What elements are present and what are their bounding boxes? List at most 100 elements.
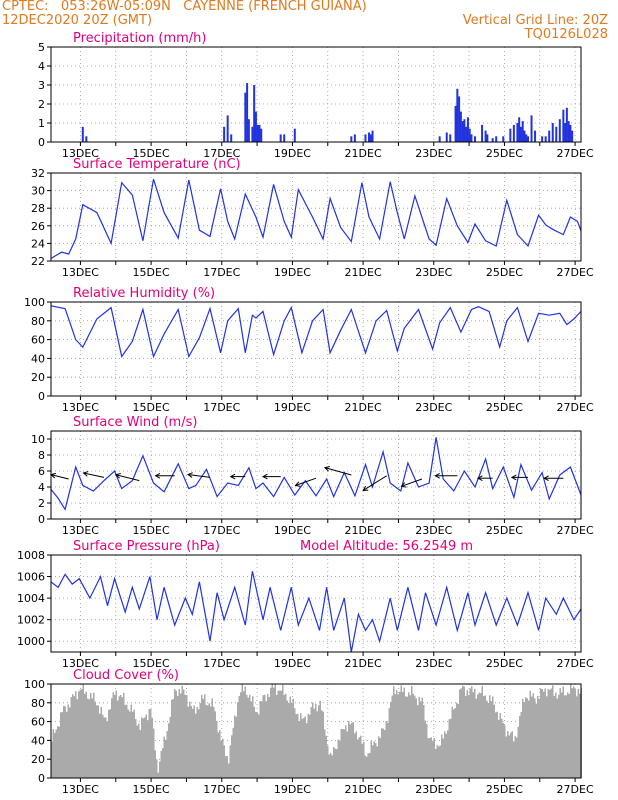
cloud-bar <box>106 721 108 778</box>
cloud-bar <box>309 714 311 778</box>
cloud-bar <box>127 709 129 778</box>
precip-bar <box>509 128 512 142</box>
precip-bar <box>558 119 561 142</box>
cloud-bar <box>445 733 447 778</box>
cloud-bar <box>484 695 486 778</box>
cloud-bar <box>109 709 111 778</box>
cloud-bar <box>319 700 321 778</box>
cloud-bar <box>51 741 53 778</box>
cloud-bar <box>396 690 398 778</box>
cloud-bar <box>169 716 171 778</box>
wind-arrow-head <box>362 485 369 492</box>
y-tick-label: 24 <box>31 237 45 250</box>
precip-bar <box>445 132 448 142</box>
y-tick-label: 40 <box>31 734 45 747</box>
precip-bar <box>223 126 226 142</box>
x-tick-label: 19DEC <box>274 147 311 160</box>
cloud-bar <box>451 706 453 778</box>
cloud-bar <box>117 700 119 778</box>
cloud-bar <box>94 701 96 778</box>
cloud-bar <box>378 736 380 778</box>
cloud-bar <box>99 713 101 778</box>
cloud-bar <box>264 694 266 778</box>
precip-bar <box>438 136 441 142</box>
x-tick-label: 17DEC <box>203 657 240 670</box>
cloud-bar <box>160 750 162 778</box>
cloud-bar <box>79 689 81 778</box>
cloud-bar <box>196 707 198 778</box>
wind-arrow-head <box>50 472 57 479</box>
x-tick-label: 23DEC <box>415 524 452 537</box>
x-tick-label: 25DEC <box>486 147 523 160</box>
x-tick-label: 19DEC <box>274 657 311 670</box>
cloud-bar <box>442 738 444 778</box>
cloud-bar <box>546 696 548 778</box>
cloud-bar <box>379 738 381 778</box>
precip-bar <box>466 117 469 142</box>
y-tick-label: 80 <box>31 697 45 710</box>
precip-bar <box>454 105 457 142</box>
cloud-bar <box>270 687 272 778</box>
precip-bar <box>226 115 229 142</box>
precip-bar <box>246 83 249 142</box>
cloud-bar <box>243 691 245 778</box>
cloud-bar <box>444 731 446 778</box>
x-tick-label: 17DEC <box>203 783 240 796</box>
cloud-bar <box>565 695 567 778</box>
precip-bar <box>260 128 263 142</box>
cloud-bar <box>438 746 440 778</box>
panel-frame <box>50 46 582 143</box>
cloud-bar <box>448 719 450 778</box>
cloud-bar <box>115 690 117 778</box>
cloud-bar <box>190 706 192 778</box>
x-tick-label: 17DEC <box>203 147 240 160</box>
cloud-bar <box>58 726 60 778</box>
x-tick-label: 27DEC <box>557 524 594 537</box>
cloud-bar <box>313 708 315 778</box>
cloud-bar <box>403 687 405 778</box>
cloud-bar <box>535 703 537 778</box>
cloud-bar <box>516 737 518 778</box>
x-tick-label: 23DEC <box>415 401 452 414</box>
cloud-bar <box>228 763 230 778</box>
y-tick-label: 0 <box>38 136 45 149</box>
y-tick-label: 1 <box>38 117 45 130</box>
precip-bar <box>258 124 261 142</box>
cloud-bar <box>523 702 525 778</box>
cloud-bar <box>465 695 467 778</box>
cloud-bar <box>72 694 74 778</box>
cloud-bar <box>405 696 407 778</box>
cloud-bar <box>517 726 519 778</box>
panel-frame <box>50 172 582 262</box>
x-tick-label: 27DEC <box>557 266 594 279</box>
cloud-bar <box>562 686 564 778</box>
cloud-bar <box>288 702 290 778</box>
cloud-bar <box>253 706 255 778</box>
y-tick-label: 1006 <box>17 571 45 584</box>
precip-bar <box>85 136 88 142</box>
cloud-bar <box>301 718 303 778</box>
cloud-bar <box>244 686 246 778</box>
x-tick-label: 21DEC <box>345 657 382 670</box>
cloud-bar <box>463 686 465 778</box>
cloud-bar <box>373 741 375 778</box>
cloud-bar <box>85 691 87 778</box>
cloud-bar <box>519 715 521 778</box>
cloud-bar <box>148 709 150 778</box>
cloud-bar <box>222 738 224 778</box>
cloud-bar <box>514 736 516 778</box>
x-tick-label: 15DEC <box>133 266 170 279</box>
cloud-bar <box>318 705 320 778</box>
precip-bar <box>569 124 572 142</box>
cloud-bar <box>478 692 480 778</box>
precip-bar <box>293 128 296 142</box>
wind-arrow <box>362 475 387 491</box>
cloud-bar <box>424 720 426 778</box>
cloud-bar <box>55 729 57 778</box>
x-tick-label: 23DEC <box>415 783 452 796</box>
cloud-bar <box>430 737 432 778</box>
cloud-bar <box>261 701 263 778</box>
cloud-bar <box>432 740 434 778</box>
cloud-bar <box>369 753 371 778</box>
cloud-bar <box>321 710 323 778</box>
